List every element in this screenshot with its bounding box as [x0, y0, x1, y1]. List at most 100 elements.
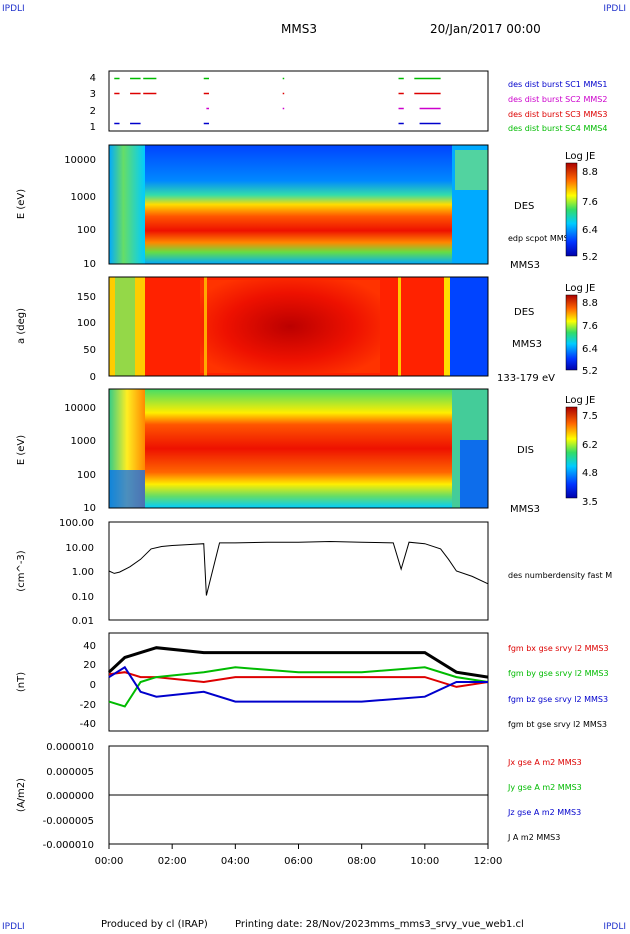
des-energy-ytick: 10 — [83, 259, 96, 270]
time-tick-label: 06:00 — [284, 856, 313, 867]
corner-logo-top-left: IPDLI — [2, 4, 25, 14]
current-legend-jz: Jz gse A m2 MMS3 — [507, 808, 581, 817]
dis-energy-ylabel: E (eV) — [16, 435, 27, 465]
des-pitch-cbar-tick: 8.8 — [582, 298, 598, 309]
bfield-ytick: 0 — [90, 680, 96, 691]
density-ytick: 100.00 — [59, 518, 94, 529]
des-energy-label2: edp scpot MMS3 — [508, 234, 574, 243]
bfield-line — [107, 646, 489, 679]
current-ylabel: (A/m2) — [16, 778, 27, 812]
des-energy-panel: 10000 1000 100 10 E (eV) DES edp scpot M… — [16, 144, 598, 271]
des-energy-cbar-title: Log JE — [565, 151, 595, 162]
density-trace — [108, 540, 489, 596]
des-energy-ytick: 100 — [77, 225, 96, 236]
density-ylabel: (cm^-3) — [16, 550, 27, 591]
des-energy-label3: MMS3 — [510, 260, 540, 271]
current-legend-jx: Jx gse A m2 MMS3 — [507, 758, 582, 767]
dis-energy-label: DIS — [517, 445, 534, 456]
time-tick-label: 12:00 — [474, 856, 503, 867]
des-pitch-label2: MMS3 — [512, 339, 542, 350]
burst-ytick: 3 — [90, 89, 96, 100]
burst-panel: 4 3 2 1 des dist burst SC1 MMS1 des dist… — [90, 70, 607, 133]
dis-energy-label2: MMS3 — [510, 504, 540, 515]
bfield-legend-bt: fgm bt gse srvy l2 MMS3 — [508, 720, 607, 729]
density-line — [108, 540, 489, 596]
des-pitch-ytick: 50 — [83, 345, 96, 356]
bfield-legend-bx: fgm bx gse srvy l2 MMS3 — [508, 644, 609, 653]
current-legend-jy: Jy gse A m2 MMS3 — [507, 783, 582, 792]
des-pitch-label3: 133-179 eV — [497, 373, 555, 384]
density-panel: 100.00 10.00 1.00 0.10 0.01 (cm^-3) des … — [16, 518, 612, 627]
header-mission: MMS3 — [281, 22, 317, 36]
burst-legend-mms4: des dist burst SC4 MMS4 — [508, 124, 607, 133]
des-pitch-colorbar — [565, 294, 578, 371]
bfield-legend-by: fgm by gse srvy l2 MMS3 — [508, 669, 609, 678]
time-tick-label: 08:00 — [347, 856, 376, 867]
current-ytick: -0.000005 — [43, 816, 94, 827]
burst-ytick: 1 — [90, 122, 96, 133]
des-energy-label: DES — [514, 201, 534, 212]
corner-logo-bottom-right: IPDLI — [603, 922, 626, 932]
dis-energy-ytick: 10 — [83, 503, 96, 514]
dis-energy-frame — [108, 388, 489, 509]
des-pitch-ylabel: a (deg) — [16, 308, 27, 344]
bfield-line — [108, 665, 488, 703]
des-pitch-late-region — [448, 277, 488, 376]
dis-energy-cbar-tick: 7.5 — [582, 411, 598, 422]
dis-energy-cbar-tick: 6.2 — [582, 440, 598, 451]
corner-logo-top-right: IPDLI — [603, 4, 626, 14]
header-date: 20/Jan/2017 00:00 — [430, 22, 541, 36]
density-ytick: 0.01 — [72, 616, 94, 627]
bfield-ytick: -40 — [80, 719, 96, 730]
density-frame — [108, 521, 489, 621]
bfield-ylabel: (nT) — [16, 672, 27, 692]
bfield-legend-bz: fgm bz gse srvy l2 MMS3 — [508, 695, 608, 704]
dis-energy-spectrogram — [109, 389, 488, 508]
bfield-ytick: -20 — [80, 700, 96, 711]
time-axis: 00:00 02:00 04:00 06:00 08:00 10:00 12:00 — [95, 844, 503, 867]
des-pitch-cbar-tick: 6.4 — [582, 344, 598, 355]
current-ytick: 0.000000 — [46, 791, 94, 802]
des-pitch-cbar-tick: 5.2 — [582, 366, 598, 377]
dis-energy-cbar-tick: 4.8 — [582, 468, 598, 479]
des-pitch-cbar-tick: 7.6 — [582, 321, 598, 332]
footer-script: mms_mms3_srvy_vue_web1.cl — [370, 919, 524, 930]
current-panel: 0.000010 0.000005 0.000000 -0.000005 -0.… — [16, 742, 582, 851]
des-pitch-label: DES — [514, 307, 534, 318]
bfield-line — [108, 666, 489, 708]
burst-ytick: 4 — [90, 73, 96, 84]
corner-logo-bottom-left: IPDLI — [2, 922, 25, 932]
burst-ytick: 2 — [90, 106, 96, 117]
des-energy-early-region — [109, 145, 145, 264]
dis-energy-cbar-title: Log JE — [565, 395, 595, 406]
des-energy-cbar-tick: 5.2 — [582, 252, 598, 263]
des-energy-ytick: 10000 — [64, 155, 96, 166]
bfield-ytick: 40 — [83, 641, 96, 652]
footer-produced: Produced by cl (IRAP) — [101, 919, 208, 930]
bfield-trace — [107, 646, 489, 708]
bfield-panel: 40 20 0 -20 -40 (nT) fgm bx gse srvy l2 … — [16, 632, 609, 732]
dis-energy-ytick: 10000 — [64, 403, 96, 414]
density-ytick: 1.00 — [72, 567, 94, 578]
density-ytick: 10.00 — [65, 543, 94, 554]
dis-energy-ytick: 1000 — [71, 436, 96, 447]
current-legend-j: J A m2 MMS3 — [507, 833, 560, 842]
des-pitch-ytick: 100 — [77, 318, 96, 329]
des-pitch-cbar-title: Log JE — [565, 283, 595, 294]
time-tick-label: 04:00 — [221, 856, 250, 867]
burst-legend-mms2: des dist burst SC2 MMS2 — [508, 95, 607, 104]
bfield-line — [108, 671, 489, 688]
des-energy-colorbar — [565, 162, 578, 257]
des-energy-spectrogram — [109, 145, 488, 264]
burst-legend-mms1: des dist burst SC1 MMS1 — [508, 80, 607, 89]
burst-legend-mms3: des dist burst SC3 MMS3 — [508, 110, 607, 119]
des-energy-cbar-tick: 6.4 — [582, 225, 598, 236]
des-energy-cbar-tick: 8.8 — [582, 167, 598, 178]
des-pitch-frame — [108, 276, 489, 377]
burst-axes-frame — [108, 70, 489, 132]
time-tick-label: 02:00 — [158, 856, 187, 867]
current-ytick: 0.000010 — [46, 742, 94, 753]
time-tick-label: 10:00 — [410, 856, 439, 867]
des-pitch-ytick: 150 — [77, 292, 96, 303]
